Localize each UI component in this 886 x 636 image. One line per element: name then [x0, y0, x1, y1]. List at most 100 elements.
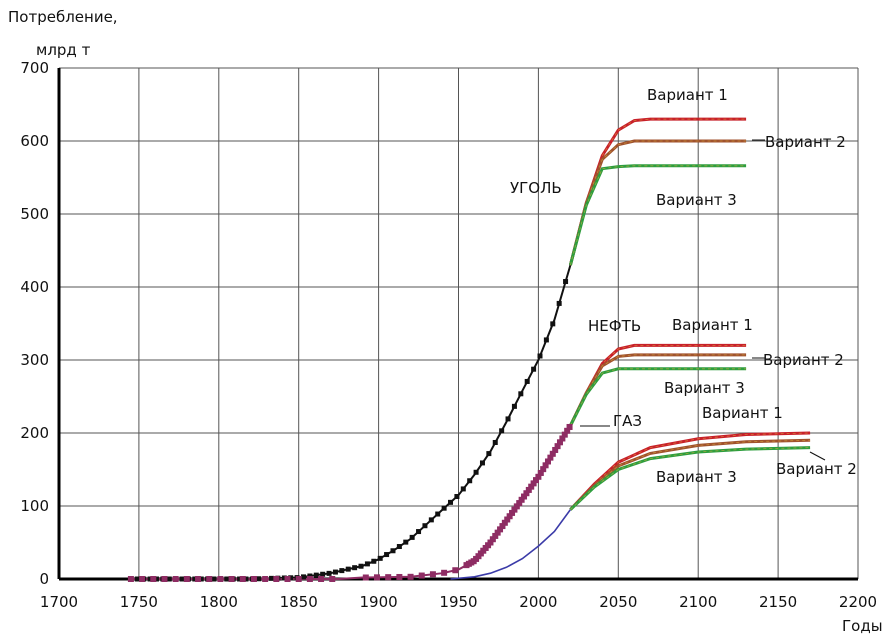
coal-marker — [441, 505, 447, 511]
oil-marker — [552, 446, 559, 453]
series-markers — [127, 279, 573, 582]
oil-marker — [513, 503, 520, 510]
coal-marker — [479, 460, 485, 466]
coal-marker — [384, 552, 390, 558]
oil-marker — [537, 469, 544, 476]
coal-marker — [390, 548, 396, 554]
gas-variant2-leader — [809, 451, 826, 461]
coal-marker — [416, 529, 422, 535]
oil-marker — [206, 576, 213, 582]
oil-marker — [549, 450, 556, 457]
oil-marker — [385, 574, 392, 581]
oil-marker — [161, 576, 168, 582]
oil-marker — [540, 466, 547, 473]
coal-marker — [371, 558, 377, 564]
oil-marker — [509, 509, 516, 516]
coal-marker — [409, 534, 415, 540]
gas-history-line — [450, 509, 572, 580]
oil-marker — [544, 458, 551, 465]
coal-marker — [428, 517, 434, 523]
oil-marker — [183, 576, 190, 582]
coal-marker — [396, 544, 402, 550]
x-tick-label-2150: 2150 — [759, 593, 797, 611]
oil-marker — [504, 516, 511, 523]
oil-marker — [528, 483, 535, 490]
oil-variant3-dash — [570, 368, 747, 426]
coal-marker — [511, 403, 517, 409]
y-tick-label-0: 0 — [39, 570, 49, 588]
coal-marker — [332, 569, 338, 575]
coal-marker — [269, 575, 275, 581]
coal-marker — [166, 576, 172, 582]
oil-marker — [518, 496, 525, 503]
x-tick-label-1750: 1750 — [120, 593, 158, 611]
coal-variant1-dash — [570, 118, 747, 266]
label-leader-lines — [580, 139, 826, 461]
oil-marker — [139, 576, 146, 582]
coal-variant3-dash — [570, 165, 747, 266]
y-tick-label-300: 300 — [20, 351, 49, 369]
oil-marker — [523, 490, 530, 497]
x-tick-label-1950: 1950 — [439, 593, 477, 611]
coal-marker — [454, 494, 460, 500]
oil-marker — [494, 529, 501, 536]
coal-marker — [422, 523, 428, 529]
oil-marker — [511, 506, 518, 513]
oil-marker — [273, 576, 280, 582]
x-tick-label-2100: 2100 — [679, 593, 717, 611]
coal-variant2-label: Вариант 2 — [765, 133, 846, 151]
oil-marker — [172, 576, 179, 582]
coal-marker — [134, 576, 140, 582]
coal-marker — [473, 469, 479, 475]
coal-marker — [256, 576, 262, 582]
oil-marker — [554, 443, 561, 450]
oil-marker — [150, 576, 157, 582]
coal-marker — [563, 279, 569, 285]
oil-marker — [533, 477, 540, 484]
oil-variant1-label: Вариант 1 — [672, 316, 753, 334]
coal-marker — [147, 576, 153, 582]
coal-marker — [499, 428, 505, 434]
y-tick-label-500: 500 — [20, 205, 49, 223]
coal-marker — [435, 511, 441, 517]
gas-variant3-label: Вариант 3 — [656, 468, 737, 486]
x-tick-label-2050: 2050 — [599, 593, 637, 611]
x-tick-label-1900: 1900 — [360, 593, 398, 611]
oil-marker — [564, 427, 571, 434]
oil-marker — [561, 431, 568, 438]
coal-marker — [192, 576, 198, 582]
oil-marker — [362, 574, 369, 581]
oil-marker — [295, 576, 302, 582]
oil-marker — [556, 439, 563, 446]
oil-marker — [530, 480, 537, 487]
coal-marker — [377, 555, 383, 561]
oil-marker — [250, 576, 257, 582]
coal-marker — [460, 486, 466, 492]
coal-marker — [345, 566, 351, 572]
oil-marker — [547, 454, 554, 461]
y-axis-title-line1: Потребление, — [8, 8, 118, 26]
coal-marker — [524, 378, 530, 384]
coal-marker — [288, 575, 294, 581]
oil-marker — [396, 573, 403, 580]
oil-marker — [239, 576, 246, 582]
oil-marker — [262, 576, 269, 582]
coal-marker — [281, 575, 287, 581]
y-tick-labels: 0 100 200 300 400 500 600 700 — [20, 59, 49, 588]
oil-marker — [407, 573, 414, 580]
coal-marker — [543, 337, 549, 343]
gas-variant3-dash — [570, 447, 811, 510]
oil-marker — [497, 526, 504, 533]
oil-marker — [441, 569, 448, 576]
coal-marker — [518, 391, 524, 397]
oil-marker — [306, 576, 313, 582]
y-tick-label-200: 200 — [20, 424, 49, 442]
gas-variant1-label: Вариант 1 — [702, 404, 783, 422]
oil-marker — [228, 576, 235, 582]
y-tick-label-700: 700 — [20, 59, 49, 77]
x-tick-label-1700: 1700 — [40, 593, 78, 611]
coal-marker — [313, 572, 319, 578]
coal-variant2-dash — [570, 140, 747, 266]
coal-marker — [358, 563, 364, 569]
